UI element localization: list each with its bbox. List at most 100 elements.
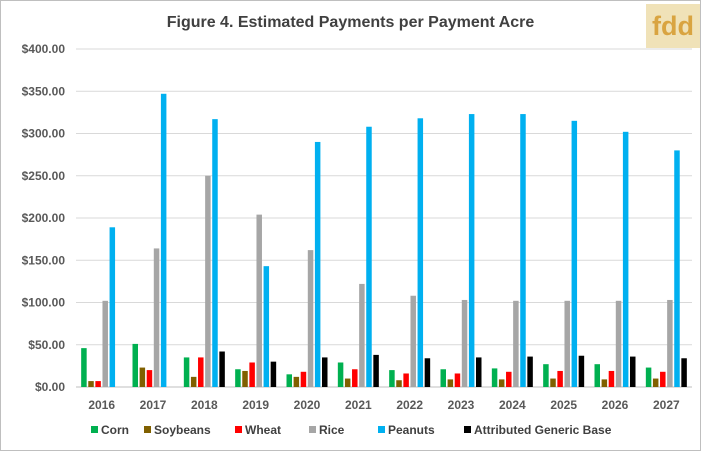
x-tick-label: 2025 [550,398,577,412]
bar-attributed-generic-base-2018 [219,351,225,387]
bar-rice-2022 [410,295,416,387]
bar-wheat-2024 [506,371,512,387]
legend-label: Rice [319,423,345,437]
bar-attributed-generic-base-2021 [373,354,379,387]
bar-peanuts-2018 [212,119,218,387]
x-tick-label: 2022 [396,398,423,412]
x-tick-label: 2026 [602,398,629,412]
x-tick-label: 2020 [294,398,321,412]
bar-corn-2017 [132,343,138,387]
bar-soybeans-2022 [396,380,402,387]
bar-rice-2025 [564,300,570,387]
bar-soybeans-2023 [447,379,454,387]
bar-wheat-2020 [300,371,307,387]
chart-title: Figure 4. Estimated Payments per Payment… [166,14,535,31]
bar-soybeans-2020 [293,376,300,387]
bar-attributed-generic-base-2025 [578,355,585,387]
bar-wheat-2017 [146,370,153,387]
bar-soybeans-2021 [344,378,351,387]
y-tick-label: $300.00 [22,127,66,141]
y-axis: $0.00 $50.00 $100.00 $150.00 $200.00 $250.00 $… [22,42,66,394]
y-tick-label: $0.00 [35,380,65,394]
bar-corn-2019 [235,369,241,387]
bar-soybeans-2024 [498,379,505,387]
bar-corn-2021 [337,362,344,387]
bar-rice-2026 [615,300,622,387]
bar-attributed-generic-base-2023 [476,357,482,387]
bar-wheat-2022 [403,373,409,387]
gridlines [76,48,692,388]
bar-wheat-2025 [557,370,563,387]
bar-corn-2025 [543,364,549,387]
bar-wheat-2018 [198,357,204,387]
bar-attributed-generic-base-2019 [270,361,277,387]
bar-peanuts-2020 [314,141,321,387]
bar-wheat-2023 [454,373,461,387]
bar-rice-2017 [153,248,160,387]
bar-peanuts-2019 [263,266,270,387]
bar-rice-2023 [461,299,468,387]
legend-label: Peanuts [388,423,435,437]
y-tick-label: $150.00 [22,253,66,267]
bar-soybeans-2026 [601,379,608,387]
bar-peanuts-2022 [417,118,424,387]
bar-corn-2016 [81,348,87,387]
bar-soybeans-2019 [242,370,248,387]
fdd-logo: fdd [646,4,700,48]
x-tick-label: 2027 [653,398,680,412]
bar-rice-2018 [205,175,211,387]
bar-soybeans-2025 [550,378,556,387]
bar-attributed-generic-base-2026 [630,356,636,387]
x-tick-label: 2021 [345,398,372,412]
bar-rice-2020 [307,250,314,387]
y-tick-label: $400.00 [22,42,66,56]
bar-soybeans-2018 [190,376,197,387]
x-tick-label: 2016 [88,398,115,412]
bar-corn-2022 [389,370,395,387]
bar-wheat-2019 [249,362,255,387]
bar-rice-2021 [359,283,365,387]
legend-swatch-attributed-generic-base [464,426,471,433]
bar-peanuts-2026 [622,131,629,387]
legend-label: Corn [101,423,129,437]
bar-soybeans-2027 [652,378,659,387]
x-tick-label: 2024 [499,398,526,412]
y-tick-label: $200.00 [22,211,66,225]
bar-corn-2018 [183,357,190,387]
bar-attributed-generic-base-2022 [424,358,431,387]
bar-wheat-2021 [352,369,358,387]
legend-swatch-rice [309,426,316,433]
bar-peanuts-2023 [468,114,475,387]
bar-rice-2024 [513,300,519,387]
y-tick-label: $50.00 [28,338,65,352]
x-tick-label: 2017 [140,398,167,412]
bar-attributed-generic-base-2020 [322,357,328,387]
bar-corn-2020 [286,374,292,387]
bars [81,93,687,388]
bar-rice-2027 [667,299,673,387]
bar-soybeans-2016 [88,381,94,387]
legend-swatch-corn [91,426,98,433]
bar-peanuts-2016 [109,227,116,387]
bar-rice-2019 [256,214,262,387]
legend-label: Wheat [245,423,281,437]
legend-swatch-soybeans [144,426,151,433]
legend-swatch-peanuts [378,426,385,433]
bar-peanuts-2025 [571,120,578,387]
bar-corn-2026 [594,364,600,387]
y-tick-label: $350.00 [22,84,66,98]
bar-peanuts-2024 [520,114,526,387]
legend: Corn Soybeans Wheat Rice Peanuts Attributed G… [91,423,612,437]
bar-soybeans-2017 [139,367,146,387]
bar-corn-2023 [440,369,446,387]
x-tick-label: 2019 [242,398,269,412]
legend-label: Attributed Generic Base [474,423,612,437]
x-tick-label: 2023 [448,398,475,412]
bar-attributed-generic-base-2027 [681,358,687,387]
bar-rice-2016 [102,300,108,387]
bar-corn-2027 [645,367,652,387]
bar-attributed-generic-base-2024 [527,356,533,387]
bar-peanuts-2021 [366,126,372,388]
y-tick-label: $250.00 [22,169,66,183]
